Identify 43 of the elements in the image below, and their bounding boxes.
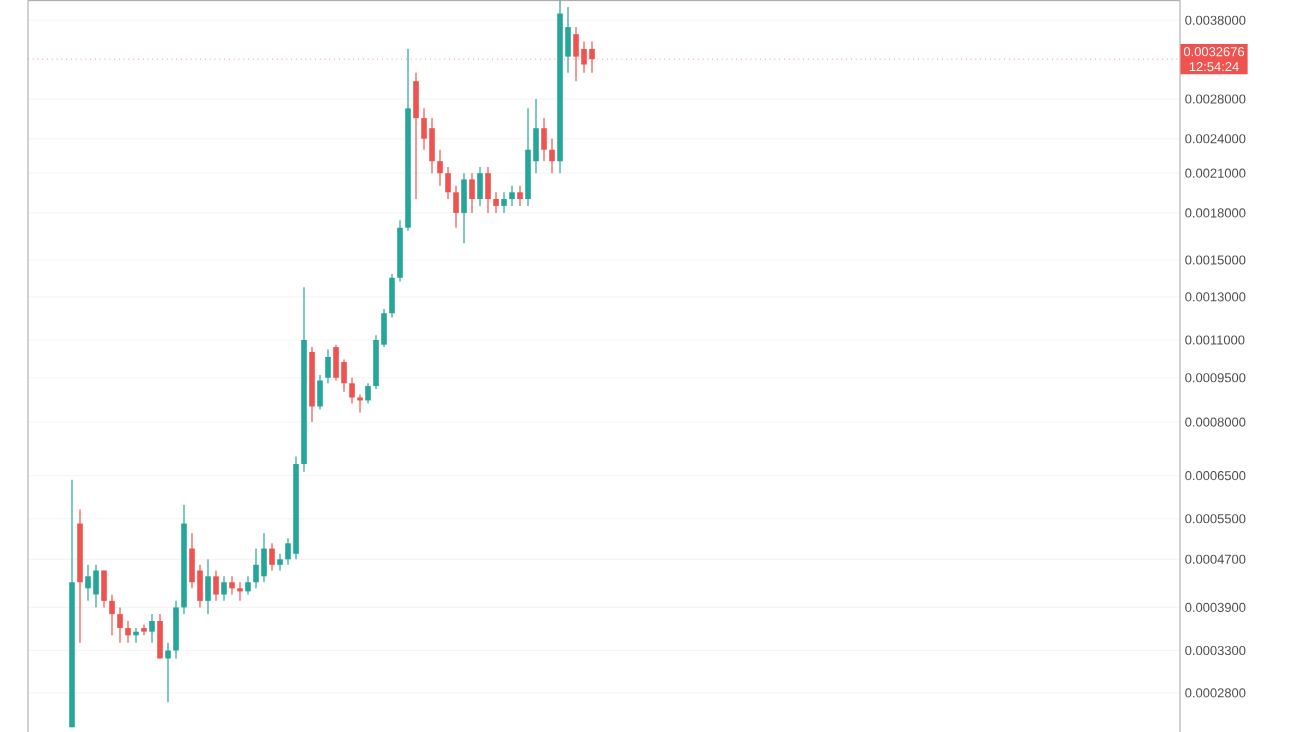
candlestick: [117, 606, 123, 643]
candlestick: [165, 641, 171, 703]
candlestick: [101, 569, 107, 608]
candlestick: [157, 613, 163, 659]
candlestick: [109, 593, 115, 636]
candlestick: [469, 172, 475, 214]
candlestick: [277, 552, 283, 571]
candlestick: [349, 376, 355, 404]
candlestick: [429, 116, 435, 174]
candlestick: [245, 575, 251, 595]
candlestick: [437, 148, 443, 186]
candlestick: [485, 166, 491, 214]
candlestick: [173, 599, 179, 659]
candlestick: [133, 626, 139, 643]
candlestick: [445, 166, 451, 200]
candlestick: [461, 172, 467, 244]
candlestick: [477, 166, 483, 206]
candlestick: [213, 569, 219, 601]
candlestick: [333, 343, 339, 381]
candlestick: [205, 558, 211, 615]
candlestick: [269, 542, 275, 571]
candlestick: [317, 373, 323, 410]
candlestick: [541, 116, 547, 162]
candlestick: [141, 623, 147, 636]
candlestick: [389, 273, 395, 318]
candlestick: [517, 184, 523, 206]
candlestick: [125, 619, 131, 643]
candlestick: [149, 613, 155, 643]
candlestick: [493, 191, 499, 214]
candlestick: [229, 575, 235, 595]
candlestick: [549, 137, 555, 174]
candlestick: [501, 191, 507, 214]
candlestick: [325, 348, 331, 384]
candlestick: [509, 184, 515, 206]
candlestick: [261, 532, 267, 583]
candlestick: [453, 184, 459, 228]
candlestick: [413, 71, 419, 200]
candlestick: [365, 382, 371, 404]
candlestick: [221, 575, 227, 601]
candlestick: [93, 563, 99, 608]
candlestick: [253, 547, 259, 589]
candlestick: [85, 563, 91, 601]
candlestick: [237, 581, 243, 601]
